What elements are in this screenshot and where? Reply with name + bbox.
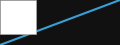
Bar: [0, 0, 36, 34]
